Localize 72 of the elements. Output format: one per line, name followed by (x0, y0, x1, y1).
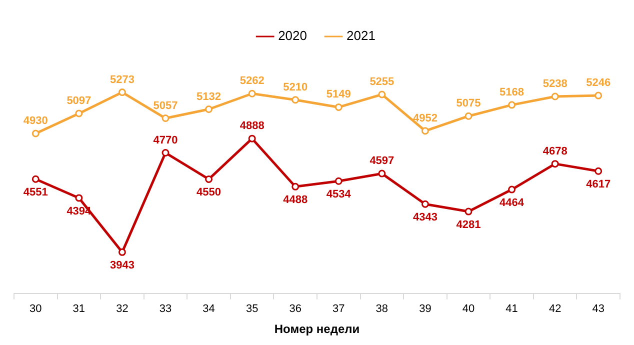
x-tick-label: 30 (30, 303, 42, 316)
x-tick-label: 31 (72, 303, 86, 316)
point (118, 88, 126, 96)
point (205, 175, 213, 183)
data-label: 4281 (456, 219, 481, 232)
point (464, 208, 472, 216)
data-label: 4888 (240, 120, 264, 132)
point (378, 170, 386, 178)
data-label: 5057 (153, 100, 178, 112)
x-tick-label: 36 (289, 303, 302, 316)
x-axis-title: Номер недели (274, 322, 360, 336)
data-label: 5097 (66, 94, 92, 107)
data-label: 4488 (283, 194, 308, 206)
point (551, 160, 559, 168)
data-label: 4534 (326, 188, 352, 201)
data-label: 5262 (240, 75, 264, 88)
data-label: 4343 (412, 212, 438, 224)
data-label: 5132 (196, 90, 222, 103)
point (421, 200, 429, 208)
point (75, 194, 83, 202)
x-tick-label: 39 (419, 303, 432, 316)
data-label: 5255 (370, 76, 394, 88)
data-label: 4597 (370, 155, 394, 168)
data-label: 4617 (586, 178, 611, 191)
data-label: 5168 (500, 86, 524, 98)
point (334, 103, 342, 111)
legend-label: 2021 (346, 28, 376, 44)
data-label: 4551 (23, 186, 48, 199)
data-label: 5238 (542, 78, 568, 90)
point (32, 130, 40, 138)
data-label: 4952 (412, 112, 438, 124)
data-label: 4930 (23, 115, 48, 128)
data-label: 5149 (326, 88, 351, 101)
point (378, 90, 386, 98)
data-label: 5273 (110, 74, 134, 86)
point (421, 127, 429, 135)
x-tick-label: 34 (202, 303, 215, 316)
point (594, 167, 602, 175)
point (292, 182, 300, 190)
point (162, 114, 170, 122)
point (162, 149, 170, 157)
point (508, 186, 516, 194)
x-tick-label: 40 (462, 303, 475, 316)
data-label: 5075 (456, 98, 481, 110)
point (464, 112, 472, 120)
data-label: 4550 (196, 186, 222, 199)
point (248, 90, 256, 98)
x-tick-label: 37 (332, 303, 345, 316)
x-tick-label: 42 (548, 303, 562, 316)
point (334, 177, 342, 185)
data-label: 4770 (153, 134, 178, 146)
data-label: 4464 (500, 197, 525, 210)
data-label: 4678 (542, 145, 568, 158)
x-tick-label: 41 (506, 303, 518, 316)
point (75, 110, 83, 118)
data-label: 5210 (283, 81, 308, 94)
legend-label: 2020 (278, 28, 307, 44)
x-tick-label: 33 (159, 303, 172, 316)
x-tick-label: 38 (376, 303, 388, 316)
point (292, 96, 300, 104)
x-tick-label: 35 (246, 303, 258, 316)
x-tick-label: 32 (116, 303, 128, 316)
point (32, 175, 40, 183)
point (248, 134, 256, 142)
point (205, 106, 213, 114)
point (594, 92, 602, 100)
point (551, 92, 559, 100)
point (118, 248, 126, 256)
x-tick-label: 43 (592, 303, 604, 316)
point (508, 101, 516, 109)
data-label: 5246 (586, 77, 611, 90)
data-label: 3943 (110, 260, 134, 272)
